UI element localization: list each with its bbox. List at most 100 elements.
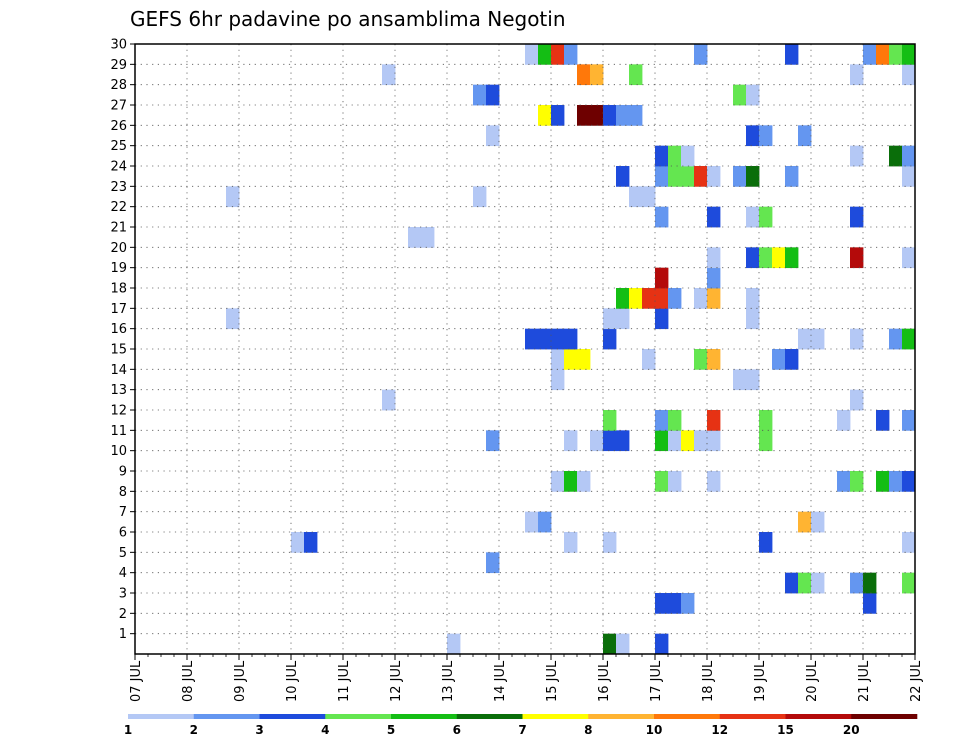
x-tick-label: 12 JUL bbox=[389, 660, 404, 702]
heatmap-cell bbox=[382, 64, 396, 86]
heatmap-cell bbox=[668, 430, 682, 452]
heatmap-cell bbox=[707, 206, 721, 228]
heatmap-cell bbox=[902, 572, 916, 594]
heatmap-cell bbox=[525, 328, 539, 350]
colorbar-label: 8 bbox=[584, 723, 592, 737]
colorbar-label: 6 bbox=[453, 723, 461, 737]
heatmap-cell bbox=[798, 125, 812, 147]
y-tick-label: 4 bbox=[119, 566, 127, 581]
colorbar-segment bbox=[259, 714, 326, 719]
heatmap-cell bbox=[889, 471, 903, 492]
heatmap-cell bbox=[655, 145, 669, 167]
heatmap-cell bbox=[733, 84, 747, 106]
colorbar-label: 12 bbox=[711, 723, 728, 737]
heatmap-cell bbox=[902, 328, 916, 350]
heatmap-cell bbox=[837, 410, 851, 431]
colorbar-segment bbox=[719, 714, 786, 719]
colorbar-label: 1 bbox=[124, 723, 132, 737]
y-tick-label: 16 bbox=[110, 322, 127, 337]
heatmap-cell bbox=[525, 511, 539, 533]
heatmap-cell bbox=[577, 349, 591, 370]
heatmap-cell bbox=[577, 471, 591, 492]
heatmap-cell bbox=[746, 247, 760, 269]
heatmap-cell bbox=[486, 84, 500, 106]
heatmap-cell bbox=[590, 430, 604, 452]
heatmap-cell bbox=[603, 105, 617, 126]
y-axis: 1234567891011121314151617181920212223242… bbox=[110, 38, 135, 642]
heatmap-cell bbox=[785, 166, 799, 187]
heatmap-cell bbox=[694, 430, 708, 452]
heatmap-cell bbox=[772, 247, 786, 269]
heatmap-cell bbox=[564, 430, 578, 452]
x-tick-label: 17 JUL bbox=[649, 660, 664, 702]
heatmap-cell bbox=[668, 593, 682, 614]
heatmap-cell bbox=[629, 105, 643, 126]
colorbar-label: 4 bbox=[321, 723, 329, 737]
colorbar-label: 15 bbox=[777, 723, 794, 737]
heatmap-cell bbox=[785, 572, 799, 594]
heatmap-cell bbox=[902, 471, 916, 492]
heatmap-cell bbox=[681, 593, 695, 614]
heatmap-cell bbox=[603, 430, 617, 452]
grid-lines bbox=[135, 44, 915, 654]
heatmap-cell bbox=[603, 532, 617, 553]
heatmap-cell bbox=[538, 511, 552, 533]
chart-title: GEFS 6hr padavine po ansamblima Negotin bbox=[130, 7, 566, 31]
heatmap-cell bbox=[759, 532, 773, 553]
colorbar-segment bbox=[785, 714, 852, 719]
heatmap-cell bbox=[850, 572, 864, 594]
heatmap-cell bbox=[811, 572, 825, 594]
heatmap-cell bbox=[694, 44, 708, 65]
heatmap-cell bbox=[629, 288, 643, 309]
heatmap-cell bbox=[785, 247, 799, 269]
heatmap-cell bbox=[785, 44, 799, 65]
colorbar-segment bbox=[325, 714, 392, 719]
heatmap-cell bbox=[850, 206, 864, 228]
x-tick-label: 16 JUL bbox=[597, 660, 612, 702]
heatmap-cell bbox=[538, 105, 552, 126]
heatmap-cell bbox=[746, 206, 760, 228]
heatmap-cell bbox=[551, 349, 565, 370]
colorbar-segment bbox=[588, 714, 655, 719]
x-tick-label: 13 JUL bbox=[441, 660, 456, 702]
colorbar-segment bbox=[128, 714, 195, 719]
heatmap-cell bbox=[655, 288, 669, 309]
heatmap-cell bbox=[655, 593, 669, 614]
heatmap-cell bbox=[681, 145, 695, 167]
x-axis: 07 JUL 08 JUL 09 JUL 10 JUL 11 JUL 12 JUL 13 J… bbox=[129, 654, 924, 702]
heatmap-cells bbox=[226, 44, 916, 655]
y-tick-label: 22 bbox=[110, 200, 127, 215]
heatmap-cell bbox=[863, 44, 877, 65]
heatmap-cell bbox=[668, 145, 682, 167]
heatmap-cell bbox=[889, 328, 903, 350]
heatmap-cell bbox=[473, 84, 487, 106]
colorbar-segment bbox=[851, 714, 918, 719]
heatmap-cell bbox=[486, 430, 500, 452]
heatmap-cell bbox=[629, 186, 643, 208]
heatmap-cell bbox=[564, 532, 578, 553]
heatmap-cell bbox=[850, 145, 864, 167]
colorbar-segment bbox=[193, 714, 260, 719]
y-tick-label: 30 bbox=[110, 38, 127, 53]
heatmap-cell bbox=[551, 328, 565, 350]
heatmap-cell bbox=[473, 186, 487, 208]
heatmap-cell bbox=[759, 247, 773, 269]
heatmap-cell bbox=[291, 532, 305, 553]
heatmap-cell bbox=[616, 288, 630, 309]
heatmap-cell bbox=[655, 206, 669, 228]
heatmap-cell bbox=[603, 308, 617, 330]
heatmap-cell bbox=[616, 166, 630, 187]
heatmap-cell bbox=[551, 105, 565, 126]
heatmap-cell bbox=[642, 288, 656, 309]
heatmap-cell bbox=[603, 633, 617, 655]
heatmap-cell bbox=[694, 166, 708, 187]
y-tick-label: 1 bbox=[119, 627, 127, 642]
heatmap-cell bbox=[902, 247, 916, 269]
heatmap-cell bbox=[798, 511, 812, 533]
heatmap-cell bbox=[694, 288, 708, 309]
y-tick-label: 29 bbox=[110, 58, 127, 73]
y-tick-label: 6 bbox=[119, 526, 127, 541]
heatmap-cell bbox=[889, 145, 903, 167]
heatmap-cell bbox=[486, 125, 500, 147]
